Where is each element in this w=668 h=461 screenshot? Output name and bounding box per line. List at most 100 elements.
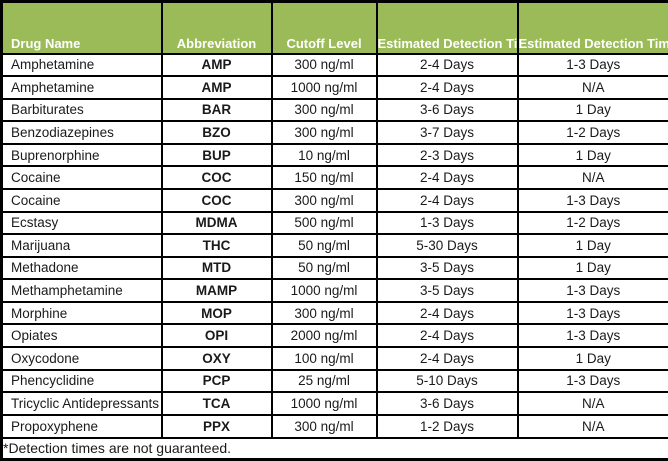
abbreviation-cell: MTD (160, 255, 273, 281)
table-row: Cocaine COC 150 ng/ml 2-4 Days N/A (0, 165, 668, 190)
urine-time-cell: 1-3 Days (375, 210, 519, 236)
table-row: Amphetamine AMP 1000 ng/ml 2-4 Days N/A (0, 75, 668, 100)
abbreviation-cell: COC (160, 165, 273, 190)
table-footer: *Detection times are not guaranteed. (0, 436, 668, 461)
cutoff-level-cell: 300 ng/ml (270, 413, 378, 439)
drug-name-cell: Marijuana (0, 233, 163, 258)
drug-name-cell: Cocaine (0, 165, 163, 190)
cutoff-level-cell: 50 ng/ml (270, 233, 378, 258)
saliva-time-cell: N/A (516, 75, 668, 100)
abbreviation-cell: MOP (160, 300, 273, 326)
header-row: Drug Name Abbreviation Cutoff Level Esti… (0, 0, 668, 55)
cutoff-level-cell: 1000 ng/ml (270, 75, 378, 100)
cutoff-level-cell: 300 ng/ml (270, 120, 378, 145)
cutoff-level-cell: 300 ng/ml (270, 300, 378, 326)
drug-name-cell: Oxycodone (0, 346, 163, 371)
cutoff-level-cell: 300 ng/ml (270, 97, 378, 123)
abbreviation-cell: OXY (160, 346, 273, 371)
urine-time-cell: 5-30 Days (375, 233, 519, 258)
drug-name-cell: Ecstasy (0, 210, 163, 236)
table-row: Methadone MTD 50 ng/ml 3-5 Days 1 Day (0, 255, 668, 281)
abbreviation-cell: MAMP (160, 278, 273, 303)
saliva-time-cell: 1 Day (516, 142, 668, 168)
saliva-time-cell: 1 Day (516, 97, 668, 123)
cutoff-level-cell: 300 ng/ml (270, 187, 378, 213)
saliva-time-cell: 1-3 Days (516, 52, 668, 78)
footnote-text: *Detection times are not guaranteed. (0, 436, 668, 461)
drug-name-cell: Barbiturates (0, 97, 163, 123)
saliva-time-cell: 1-3 Days (516, 323, 668, 348)
header-cell-saliva-time: Estimated Detection Time in Saliva (516, 0, 668, 55)
drug-name-cell: Benzodiazepines (0, 120, 163, 145)
table-body: Amphetamine AMP 300 ng/ml 2-4 Days 1-3 D… (0, 52, 668, 439)
drug-name-cell: Amphetamine (0, 52, 163, 78)
header-cell-cutoff-level: Cutoff Level (270, 0, 378, 55)
table-row: Barbiturates BAR 300 ng/ml 3-6 Days 1 Da… (0, 97, 668, 123)
table-row: Ecstasy MDMA 500 ng/ml 1-3 Days 1-2 Days (0, 210, 668, 236)
table-row: Amphetamine AMP 300 ng/ml 2-4 Days 1-3 D… (0, 52, 668, 78)
urine-time-cell: 2-4 Days (375, 75, 519, 100)
cutoff-level-cell: 2000 ng/ml (270, 323, 378, 348)
saliva-time-cell: 1-3 Days (516, 368, 668, 394)
cutoff-level-cell: 1000 ng/ml (270, 391, 378, 416)
header-cell-drug-name: Drug Name (0, 0, 163, 55)
cutoff-level-cell: 10 ng/ml (270, 142, 378, 168)
abbreviation-cell: THC (160, 233, 273, 258)
cutoff-level-cell: 25 ng/ml (270, 368, 378, 394)
saliva-time-cell: 1 Day (516, 346, 668, 371)
saliva-time-cell: 1-3 Days (516, 278, 668, 303)
drug-name-cell: Propoxyphene (0, 413, 163, 439)
cutoff-level-cell: 150 ng/ml (270, 165, 378, 190)
abbreviation-cell: COC (160, 187, 273, 213)
drug-name-cell: Methadone (0, 255, 163, 281)
table-row: Oxycodone OXY 100 ng/ml 2-4 Days 1 Day (0, 346, 668, 371)
cutoff-level-cell: 1000 ng/ml (270, 278, 378, 303)
table-row: Tricyclic Antidepressants TCA 1000 ng/ml… (0, 391, 668, 416)
abbreviation-cell: AMP (160, 75, 273, 100)
urine-time-cell: 2-4 Days (375, 346, 519, 371)
drug-name-cell: Buprenorphine (0, 142, 163, 168)
drug-name-cell: Phencyclidine (0, 368, 163, 394)
urine-time-cell: 3-6 Days (375, 391, 519, 416)
drug-name-cell: Amphetamine (0, 75, 163, 100)
table-header: Drug Name Abbreviation Cutoff Level Esti… (0, 0, 668, 55)
abbreviation-cell: PPX (160, 413, 273, 439)
urine-time-cell: 1-2 Days (375, 413, 519, 439)
abbreviation-cell: BAR (160, 97, 273, 123)
table-row: Opiates OPI 2000 ng/ml 2-4 Days 1-3 Days (0, 323, 668, 348)
drug-name-cell: Tricyclic Antidepressants (0, 391, 163, 416)
urine-time-cell: 3-6 Days (375, 97, 519, 123)
table-row: Phencyclidine PCP 25 ng/ml 5-10 Days 1-3… (0, 368, 668, 394)
cutoff-level-cell: 50 ng/ml (270, 255, 378, 281)
abbreviation-cell: PCP (160, 368, 273, 394)
urine-time-cell: 3-7 Days (375, 120, 519, 145)
table-row: Propoxyphene PPX 300 ng/ml 1-2 Days N/A (0, 413, 668, 439)
drug-name-cell: Opiates (0, 323, 163, 348)
drug-name-cell: Methamphetamine (0, 278, 163, 303)
urine-time-cell: 2-4 Days (375, 52, 519, 78)
saliva-time-cell: 1 Day (516, 255, 668, 281)
table-row: Cocaine COC 300 ng/ml 2-4 Days 1-3 Days (0, 187, 668, 213)
urine-time-cell: 2-4 Days (375, 165, 519, 190)
urine-time-cell: 2-4 Days (375, 187, 519, 213)
saliva-time-cell: N/A (516, 391, 668, 416)
table-row: Buprenorphine BUP 10 ng/ml 2-3 Days 1 Da… (0, 142, 668, 168)
table-row: Morphine MOP 300 ng/ml 2-4 Days 1-3 Days (0, 300, 668, 326)
urine-time-cell: 2-3 Days (375, 142, 519, 168)
saliva-time-cell: 1 Day (516, 233, 668, 258)
header-cell-abbreviation: Abbreviation (160, 0, 273, 55)
saliva-time-cell: 1-3 Days (516, 187, 668, 213)
abbreviation-cell: MDMA (160, 210, 273, 236)
saliva-time-cell: N/A (516, 413, 668, 439)
header-cell-urine-time: Estimated Detection Time in Urine (375, 0, 519, 55)
urine-time-cell: 2-4 Days (375, 323, 519, 348)
table-row: Marijuana THC 50 ng/ml 5-30 Days 1 Day (0, 233, 668, 258)
drug-name-cell: Morphine (0, 300, 163, 326)
table-row: Methamphetamine MAMP 1000 ng/ml 3-5 Days… (0, 278, 668, 303)
table-row: Benzodiazepines BZO 300 ng/ml 3-7 Days 1… (0, 120, 668, 145)
abbreviation-cell: OPI (160, 323, 273, 348)
saliva-time-cell: 1-2 Days (516, 120, 668, 145)
footnote-row: *Detection times are not guaranteed. (0, 436, 668, 461)
